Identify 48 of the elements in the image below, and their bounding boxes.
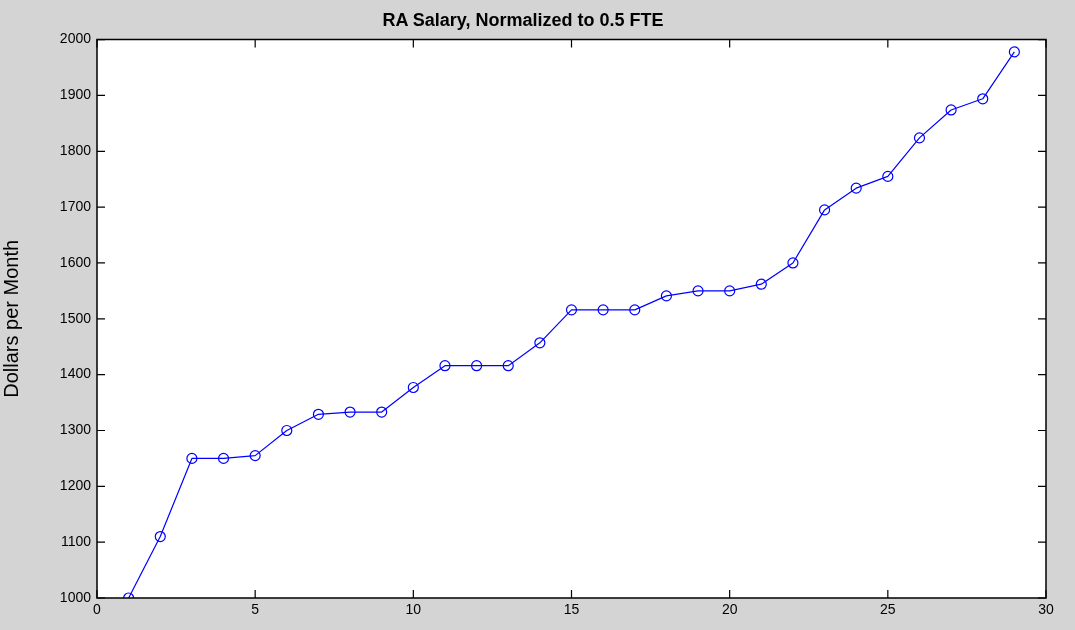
point: [281, 424, 293, 437]
point: [154, 530, 166, 543]
point: [850, 182, 862, 194]
y-tick-label: 1200: [59, 477, 92, 494]
x-tick-label: 5: [251, 601, 260, 618]
x-tick-label: 15: [563, 601, 580, 618]
point: [945, 104, 957, 116]
x-tick-label: 0: [93, 601, 102, 618]
point: [913, 132, 926, 144]
y-tick-label: 1500: [59, 309, 92, 326]
point: [977, 93, 989, 105]
x-tick-label: 20: [721, 601, 738, 618]
point: [534, 337, 546, 349]
point: [312, 408, 325, 420]
point: [376, 406, 388, 418]
point: [439, 360, 451, 372]
y-tick-label: 1800: [59, 142, 92, 159]
y-tick-label: 1400: [59, 365, 92, 382]
point: [249, 450, 261, 462]
point: [186, 452, 198, 464]
point: [629, 304, 641, 316]
point: [724, 285, 736, 297]
point: [755, 278, 767, 290]
y-axis-title: Dollars per Month: [0, 239, 22, 398]
point: [660, 290, 672, 302]
point: [1008, 46, 1020, 58]
y-tick-label: 2000: [59, 30, 92, 47]
point: [818, 204, 831, 216]
x-tick-label: 30: [1038, 601, 1054, 618]
point: [597, 304, 609, 316]
y-tick-label: 1900: [59, 86, 92, 103]
point: [692, 285, 704, 297]
x-tick-label: 25: [880, 601, 896, 618]
point: [344, 406, 356, 418]
y-tick-label: 1100: [60, 533, 92, 550]
y-tick-label: 1300: [59, 421, 92, 438]
y-tick-label: 1000: [59, 588, 92, 605]
point: [502, 360, 514, 372]
point: [407, 381, 419, 394]
x-tick-label: 10: [405, 601, 422, 618]
point: [217, 452, 230, 464]
y-tick-label: 1700: [59, 197, 92, 214]
point: [565, 304, 578, 316]
y-tick-label: 1600: [59, 253, 92, 270]
chart-title: RA Salary, Normalized to 0.5 FTE: [382, 9, 664, 30]
point: [471, 360, 483, 372]
point: [787, 257, 799, 269]
point: [882, 170, 894, 183]
